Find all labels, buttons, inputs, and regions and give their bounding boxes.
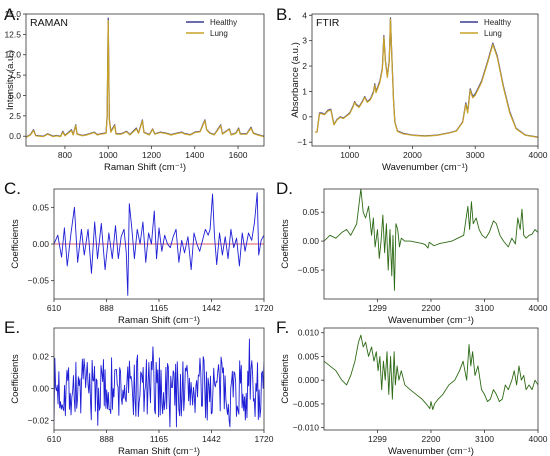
plot-frame	[323, 327, 539, 431]
x-tick-label: 4000	[529, 303, 548, 313]
legend-label: Lung	[484, 29, 502, 38]
x-axis-title: Wavenumber (cm⁻¹)	[388, 315, 474, 326]
y-tick-label: 7.5	[9, 70, 21, 80]
series-line-coefficients	[324, 189, 538, 291]
x-tick-label: 2200	[422, 434, 441, 444]
y-tick-label: 0.010	[298, 328, 320, 338]
series-line-coefficients	[54, 192, 264, 296]
x-tick-label: 3100	[475, 303, 494, 313]
y-tick-label: 0.00	[302, 236, 319, 246]
y-tick-label: 2	[302, 61, 307, 71]
x-tick-label: 1442	[202, 303, 221, 313]
inner-title: RAMAN	[30, 17, 68, 29]
inner-title: FTIR	[316, 17, 340, 29]
x-tick-label: 1720	[255, 434, 274, 444]
panel-letter: A.	[4, 5, 20, 24]
y-tick-label: −0.010	[293, 423, 320, 433]
y-tick-label: 0.000	[298, 375, 320, 385]
chart-panel-b: B. 1000 2000 3000 4000 −1 0 1 2 3 4 Wavenumber (cm⁻…	[276, 5, 548, 173]
series-line-coefficients	[54, 338, 264, 428]
series-line-lung	[315, 18, 538, 138]
y-tick-label: 15.0	[4, 9, 21, 19]
x-tick-label: 1720	[255, 303, 274, 313]
y-tick-label: 0.005	[298, 351, 320, 361]
y-tick-label: −0.05	[297, 265, 319, 275]
x-tick-label: 1200	[142, 150, 161, 160]
y-axis-title: Coefficients	[10, 354, 21, 404]
y-axis-title: Intensity (a.u.)	[5, 50, 16, 110]
y-axis-title: Coefficients	[280, 354, 291, 404]
x-tick-label: 610	[47, 434, 61, 444]
y-tick-label: 5.0	[9, 90, 21, 100]
y-tick-label: 1	[302, 86, 307, 96]
x-tick-label: 1299	[368, 434, 387, 444]
x-tick-label: 1400	[185, 150, 204, 160]
x-tick-label: 888	[100, 434, 114, 444]
legend-label: Healthy	[210, 18, 237, 27]
x-tick-label: 1000	[99, 150, 118, 160]
chart-panel-d: D. 1299 2200 3100 4000 −0.05 0.00 0.05 Wavenumbe…	[276, 179, 548, 326]
chart-panel-c: C. 610 888 1165 1442 1720 −0.05 0.00 0.05 Raman S…	[4, 179, 274, 326]
y-tick-label: −0.05	[27, 276, 49, 286]
x-tick-label: 3000	[466, 150, 485, 160]
x-tick-label: 2200	[422, 303, 441, 313]
x-axis-title: Raman Shift (cm⁻¹)	[118, 315, 200, 326]
panel-letter: C.	[4, 179, 21, 198]
x-tick-label: 610	[47, 303, 61, 313]
x-tick-label: 1165	[150, 434, 169, 444]
series-line-coefficients	[324, 334, 538, 411]
y-tick-label: 0.00	[32, 384, 49, 394]
y-tick-label: 4	[302, 10, 307, 20]
x-tick-label: 4000	[529, 434, 548, 444]
y-tick-label: 0.05	[302, 207, 319, 217]
y-tick-label: −1	[297, 137, 307, 147]
x-tick-label: 1000	[340, 150, 359, 160]
plot-frame	[25, 13, 265, 147]
series-line-healthy	[26, 17, 264, 138]
y-tick-label: 0.00	[32, 239, 49, 249]
y-tick-label: 10.0	[4, 50, 21, 60]
panel-letter: B.	[276, 5, 292, 24]
legend-label: Healthy	[484, 18, 511, 27]
x-tick-label: 888	[100, 303, 114, 313]
x-tick-label: 1442	[202, 434, 221, 444]
plot-frame	[311, 13, 539, 147]
y-tick-label: 0	[302, 112, 307, 122]
x-tick-label: 4000	[529, 150, 548, 160]
y-axis-title: Absorbance (a.u.)	[290, 42, 301, 118]
chart-panel-f: F. 1299 2200 3100 4000 −0.010 −0.005 0.000 0.005…	[276, 318, 548, 456]
legend-label: Lung	[210, 29, 228, 38]
y-tick-label: 2.5	[9, 111, 21, 121]
y-tick-label: 0.02	[32, 352, 49, 362]
y-tick-label: 0.0	[9, 131, 21, 141]
y-tick-label: 12.5	[4, 29, 21, 39]
x-tick-label: 1299	[368, 303, 387, 313]
panel-letter: F.	[276, 318, 289, 337]
x-tick-label: 3100	[475, 434, 494, 444]
y-tick-label: −0.005	[293, 399, 320, 409]
x-tick-label: 800	[58, 150, 72, 160]
x-tick-label: 1600	[229, 150, 248, 160]
y-tick-label: −0.02	[27, 415, 49, 425]
x-axis-title: Wavenumber (cm⁻¹)	[388, 446, 474, 456]
y-axis-title: Coefficients	[280, 219, 291, 269]
y-tick-label: 0.05	[32, 202, 49, 212]
x-axis-title: Raman Shift (cm⁻¹)	[118, 446, 200, 456]
y-tick-label: 3	[302, 36, 307, 46]
y-axis-title: Coefficients	[10, 219, 21, 269]
chart-panel-e: E. 610 888 1165 1442 1720 −0.02 0.00 0.02 Raman S…	[4, 318, 274, 456]
x-axis-title: Raman Shift (cm⁻¹)	[104, 162, 186, 173]
panel-letter: E.	[4, 318, 20, 337]
chart-panel-a: A. 800 1000 1200 1400 1600 0.0 2.5 5.0 7.5 10.0 12.…	[4, 5, 265, 173]
series-line-lung	[26, 19, 264, 138]
series-line-healthy	[315, 17, 538, 138]
panel-letter: D.	[276, 179, 293, 198]
x-tick-label: 1165	[150, 303, 169, 313]
x-tick-label: 2000	[403, 150, 422, 160]
x-axis-title: Wavenumber (cm⁻¹)	[382, 162, 468, 173]
